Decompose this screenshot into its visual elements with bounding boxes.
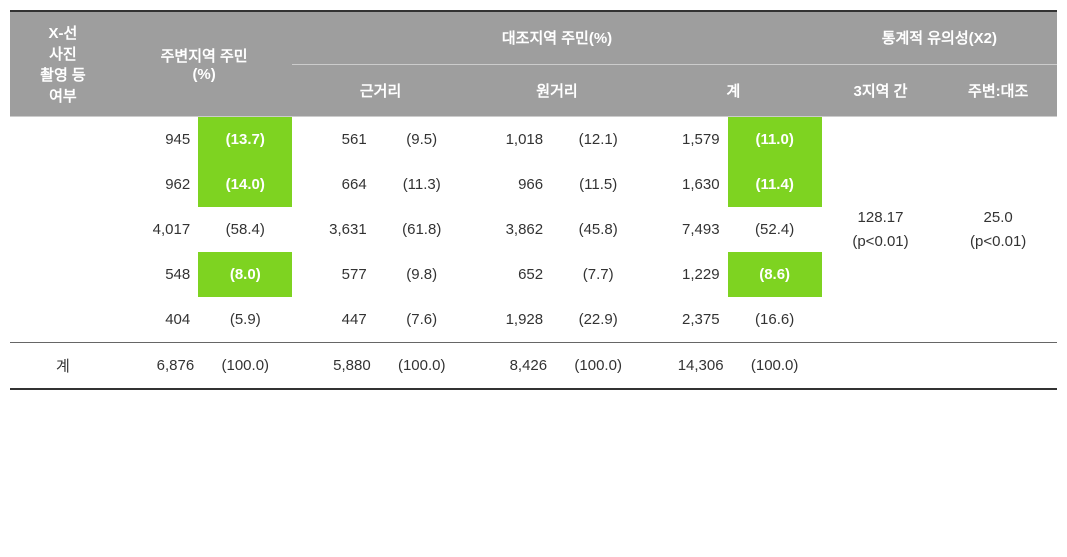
near-n: 561: [292, 117, 374, 163]
row-label: [10, 297, 116, 343]
totals-stat-empty: [939, 343, 1057, 390]
table-body: 945(13.7)561(9.5)1,018(12.1)1,579(11.0)1…: [10, 117, 1057, 390]
far-n: 1,018: [469, 117, 551, 163]
far-pct: (45.8): [551, 207, 645, 252]
surround-n: 404: [116, 297, 198, 343]
far-n: 966: [469, 162, 551, 207]
totals-far-pct: (100.0): [551, 343, 645, 390]
table-header: X-선 사진 촬영 등 여부 주변지역 주민 (%) 대조지역 주민(%) 통계…: [10, 11, 1057, 117]
stat-3regions-p: (p<0.01): [852, 233, 908, 250]
total-n: 7,493: [645, 207, 727, 252]
near-pct: (9.8): [375, 252, 469, 297]
table-row: 945(13.7)561(9.5)1,018(12.1)1,579(11.0)1…: [10, 117, 1057, 163]
header-total: 계: [645, 64, 821, 116]
surround-pct: (58.4): [198, 207, 292, 252]
header-near: 근거리: [292, 64, 468, 116]
totals-far-n: 8,426: [469, 343, 551, 390]
total-n: 1,579: [645, 117, 727, 163]
surround-pct: (13.7): [198, 117, 292, 163]
header-far: 원거리: [469, 64, 645, 116]
header-surround: 주변지역 주민 (%): [116, 11, 292, 117]
totals-stat-empty: [822, 343, 940, 390]
header-stat-3regions: 3지역 간: [822, 64, 940, 116]
near-pct: (7.6): [375, 297, 469, 343]
stat-3regions-value: 128.17: [858, 209, 904, 226]
totals-row: 계6,876(100.0)5,880(100.0)8,426(100.0)14,…: [10, 343, 1057, 390]
far-pct: (7.7): [551, 252, 645, 297]
stats-table: X-선 사진 촬영 등 여부 주변지역 주민 (%) 대조지역 주민(%) 통계…: [10, 10, 1057, 390]
totals-surround-n: 6,876: [116, 343, 198, 390]
header-stat-surroundcontrol: 주변:대조: [939, 64, 1057, 116]
far-pct: (12.1): [551, 117, 645, 163]
total-pct: (52.4): [728, 207, 822, 252]
total-pct: (11.0): [728, 117, 822, 163]
surround-pct: (5.9): [198, 297, 292, 343]
near-pct: (61.8): [375, 207, 469, 252]
surround-n: 548: [116, 252, 198, 297]
near-n: 447: [292, 297, 374, 343]
totals-label: 계: [10, 343, 116, 390]
stat-3regions-cell: 128.17 (p<0.01): [822, 117, 940, 343]
stats-table-container: X-선 사진 촬영 등 여부 주변지역 주민 (%) 대조지역 주민(%) 통계…: [10, 10, 1057, 390]
total-pct: (8.6): [728, 252, 822, 297]
stat-surroundcontrol-p: (p<0.01): [970, 233, 1026, 250]
near-n: 577: [292, 252, 374, 297]
row-label: [10, 117, 116, 163]
surround-n: 4,017: [116, 207, 198, 252]
row-label: [10, 252, 116, 297]
row-label: [10, 162, 116, 207]
total-n: 1,630: [645, 162, 727, 207]
near-n: 3,631: [292, 207, 374, 252]
header-stat-group: 통계적 유의성(X2): [822, 11, 1057, 64]
header-control-group: 대조지역 주민(%): [292, 11, 821, 64]
totals-surround-pct: (100.0): [198, 343, 292, 390]
surround-n: 945: [116, 117, 198, 163]
surround-pct: (8.0): [198, 252, 292, 297]
row-label: [10, 207, 116, 252]
near-n: 664: [292, 162, 374, 207]
total-n: 2,375: [645, 297, 727, 343]
totals-near-pct: (100.0): [375, 343, 469, 390]
total-n: 1,229: [645, 252, 727, 297]
far-pct: (22.9): [551, 297, 645, 343]
far-n: 1,928: [469, 297, 551, 343]
totals-total-pct: (100.0): [728, 343, 822, 390]
total-pct: (16.6): [728, 297, 822, 343]
surround-pct: (14.0): [198, 162, 292, 207]
totals-near-n: 5,880: [292, 343, 374, 390]
near-pct: (11.3): [375, 162, 469, 207]
surround-n: 962: [116, 162, 198, 207]
far-n: 652: [469, 252, 551, 297]
header-xray: X-선 사진 촬영 등 여부: [10, 11, 116, 117]
far-pct: (11.5): [551, 162, 645, 207]
totals-total-n: 14,306: [645, 343, 727, 390]
far-n: 3,862: [469, 207, 551, 252]
near-pct: (9.5): [375, 117, 469, 163]
total-pct: (11.4): [728, 162, 822, 207]
stat-surroundcontrol-cell: 25.0 (p<0.01): [939, 117, 1057, 343]
stat-surroundcontrol-value: 25.0: [984, 209, 1013, 226]
